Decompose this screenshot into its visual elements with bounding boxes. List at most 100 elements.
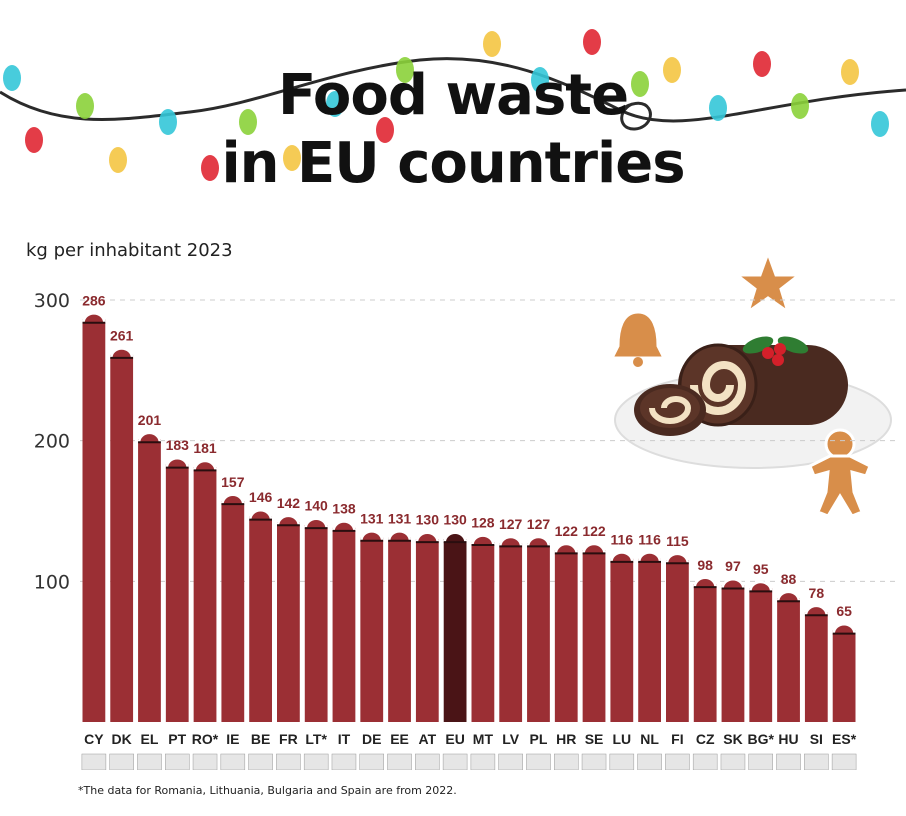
light-bulb	[483, 31, 501, 57]
x-tick-label: HU	[778, 731, 798, 747]
bar-cap	[804, 604, 828, 616]
x-tick-label: CY	[84, 731, 104, 747]
flag-icon	[165, 753, 190, 770]
x-tick-label: FI	[671, 731, 683, 747]
bar-cap	[665, 552, 690, 564]
flag-icon	[276, 753, 301, 770]
value-label: 88	[781, 571, 797, 587]
light-bulb	[326, 91, 344, 117]
x-tick-label: EU	[445, 731, 464, 747]
value-label: 201	[138, 412, 162, 428]
x-tick-label: PT	[168, 731, 186, 747]
bar-ee	[388, 537, 411, 722]
bar-cap	[221, 493, 245, 505]
x-tick-label: PL	[530, 731, 548, 747]
value-label: 78	[809, 585, 825, 601]
flag-icon	[581, 753, 607, 770]
flag-icon	[359, 753, 384, 770]
flag-icon	[554, 753, 579, 770]
flag-icon	[81, 753, 107, 770]
value-label: 98	[697, 557, 713, 573]
flag-icon	[331, 753, 357, 770]
bar-ie	[221, 501, 245, 722]
light-bulb	[3, 65, 21, 91]
bar-cz	[693, 584, 717, 722]
bar-eu	[443, 539, 467, 722]
bar-si	[804, 612, 828, 722]
bar-cap	[582, 542, 606, 554]
title-line-2: in EU countries	[221, 131, 685, 196]
bar-cap	[832, 623, 856, 634]
value-label: 116	[638, 531, 661, 547]
light-bulb	[753, 51, 771, 77]
light-bulb	[583, 29, 601, 55]
bar-ro	[193, 467, 217, 722]
x-tick-label: RO*	[192, 731, 219, 747]
flag-icon	[442, 753, 468, 770]
bar-cap	[554, 542, 578, 554]
bar-cap	[110, 347, 134, 358]
x-tick-label: SE	[585, 731, 604, 747]
y-tick-label: 300	[34, 290, 70, 312]
flag-icon	[831, 753, 857, 770]
flag-icon	[637, 753, 662, 770]
bar-cap	[721, 578, 745, 589]
bar-cap	[693, 576, 717, 588]
bar-cap	[165, 457, 189, 468]
y-tick-label: 200	[34, 431, 70, 453]
footnote: *The data for Romania, Lithuania, Bulgar…	[78, 784, 457, 797]
bar-pt	[165, 464, 189, 722]
bar-cy	[82, 319, 106, 722]
light-bulb	[709, 95, 727, 121]
light-bulb	[109, 147, 127, 173]
yule-log-cake-icon	[609, 250, 892, 518]
light-bulb	[239, 109, 257, 135]
flag-icon	[387, 753, 412, 770]
flag-icon	[804, 753, 829, 770]
bar-el	[138, 439, 161, 722]
bar-cap	[776, 590, 801, 602]
bar-it	[332, 527, 356, 722]
value-label: 65	[836, 603, 852, 619]
value-label: 146	[249, 489, 273, 505]
flag-icon	[498, 753, 523, 770]
bar-cap	[526, 535, 551, 547]
value-label: 131	[360, 510, 384, 526]
bar-lu	[610, 558, 634, 722]
light-bulb	[201, 155, 219, 181]
value-label: 157	[221, 474, 245, 490]
value-label: 127	[527, 516, 551, 532]
value-label: 116	[611, 531, 634, 547]
value-label: 122	[555, 523, 579, 539]
x-tick-label: LT*	[305, 731, 327, 747]
gingerbread-bell-icon	[609, 310, 667, 367]
value-label: 131	[388, 510, 412, 526]
bar-cap	[82, 312, 106, 323]
bar-es	[832, 630, 856, 722]
x-tick-label: SI	[810, 731, 823, 747]
flag-icon	[748, 753, 773, 770]
x-tick-label: IT	[338, 731, 351, 747]
bar-pl	[527, 543, 550, 722]
x-tick-label: IE	[226, 731, 239, 747]
bar-cap	[248, 509, 273, 520]
flag-icon	[526, 753, 551, 770]
bar-cap	[443, 531, 467, 543]
christmas-lights-icon	[0, 29, 906, 181]
bar-fr	[277, 522, 300, 722]
bar-cap	[749, 580, 773, 592]
title-line-1: Food waste	[277, 63, 629, 128]
light-bulb	[159, 109, 177, 135]
light-bulb	[791, 93, 809, 119]
bar-cap	[193, 459, 217, 471]
bar-cap	[610, 551, 634, 562]
light-bulb	[841, 59, 859, 85]
value-label: 181	[193, 440, 217, 456]
x-tick-label: BE	[251, 731, 270, 747]
flag-icon	[692, 753, 718, 770]
bar-cap	[276, 514, 301, 526]
x-tick-label: DK	[112, 731, 132, 747]
x-tick-label: LU	[612, 731, 631, 747]
light-bulb	[283, 145, 301, 171]
